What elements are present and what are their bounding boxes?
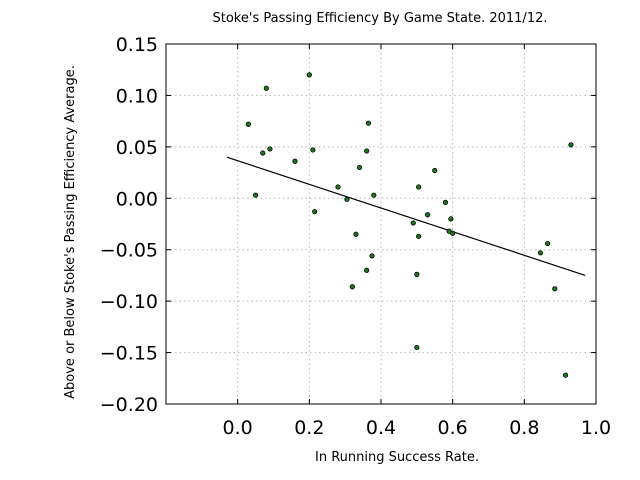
data-points (245, 72, 574, 378)
data-point (369, 253, 375, 259)
trendline-group (226, 156, 586, 276)
data-point (442, 199, 449, 205)
axis-ticks (166, 43, 597, 405)
data-point (537, 250, 544, 256)
chart-title: Stoke's Passing Efficiency By Game State… (213, 11, 548, 26)
x-tick-labels: 0.0 0.2 0.4 0.6 0.8 1.0 (223, 417, 612, 439)
data-point (245, 121, 252, 127)
data-point (365, 120, 372, 126)
trendline (226, 156, 586, 276)
data-point (349, 284, 355, 290)
data-point (552, 286, 558, 292)
data-point (260, 150, 266, 156)
x-tick-label: 0.8 (509, 417, 539, 439)
data-point (252, 192, 259, 198)
data-point (414, 271, 420, 277)
x-axis-label: In Running Success Rate. (315, 450, 479, 465)
data-point (267, 146, 273, 152)
data-point (448, 216, 454, 222)
y-tick-label: −0.15 (100, 343, 158, 365)
data-point (371, 192, 377, 198)
data-point (292, 158, 298, 164)
data-point (364, 148, 370, 154)
data-point (414, 344, 420, 351)
data-point (306, 72, 312, 78)
data-point (353, 231, 359, 237)
data-point (545, 240, 551, 247)
y-tick-label: −0.05 (100, 240, 158, 262)
data-point (335, 184, 341, 190)
x-tick-label: 0.4 (366, 417, 396, 439)
data-point (450, 230, 456, 236)
data-point (356, 164, 363, 171)
data-point (416, 233, 422, 239)
y-tick-label: 0.05 (116, 137, 158, 159)
y-tick-label: 0.15 (116, 34, 158, 56)
y-axis-label: Above or Below Stoke's Passing Efficienc… (63, 65, 78, 399)
data-point (310, 147, 316, 153)
data-point (424, 212, 431, 218)
x-tick-label: 0.2 (294, 417, 324, 439)
x-tick-label: 0.0 (223, 417, 253, 439)
y-tick-label: 0.00 (116, 188, 158, 210)
data-point (344, 196, 350, 202)
data-point (263, 85, 269, 91)
data-point (416, 184, 422, 190)
data-point (312, 209, 318, 215)
y-tick-label: 0.10 (116, 85, 158, 107)
data-point (568, 142, 574, 148)
y-tick-label: −0.10 (100, 291, 158, 313)
data-point (562, 372, 569, 378)
y-tick-labels: 0.15 0.10 0.05 0.00 −0.05 −0.10 −0.15 −0.20 (100, 34, 158, 416)
data-point (432, 167, 438, 174)
x-tick-label: 1.0 (581, 417, 611, 439)
x-tick-label: 0.6 (438, 417, 468, 439)
y-tick-label: −0.20 (100, 394, 158, 416)
data-point (364, 267, 370, 273)
data-point (410, 220, 416, 226)
